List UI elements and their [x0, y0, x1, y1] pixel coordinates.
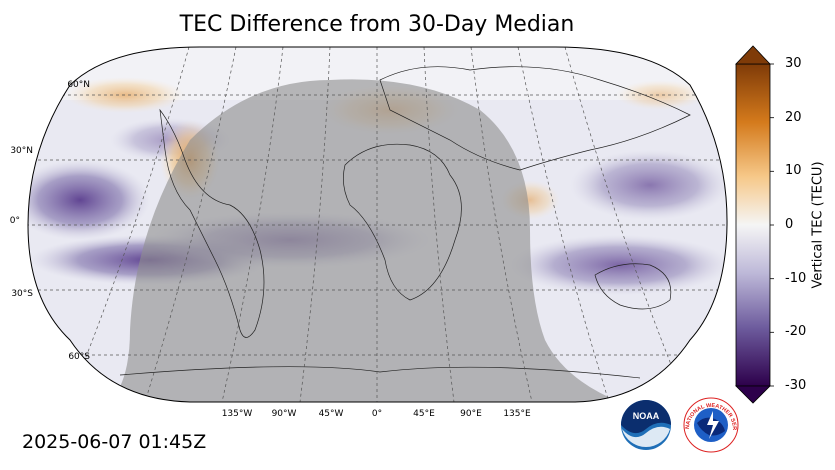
- colorbar: [735, 45, 774, 404]
- negative-anomaly-pacific: [28, 160, 150, 240]
- colorbar-tick-neg20: -20: [785, 324, 807, 339]
- map-boundary: [27, 46, 728, 403]
- lon-label-0: 0°: [371, 409, 383, 419]
- lat-label-30s: 30°S: [11, 289, 33, 299]
- lat-label-60n: 60°N: [67, 80, 90, 90]
- timestamp: 2025-06-07 01:45Z: [22, 431, 207, 453]
- noaa-logo-icon: NOAA: [621, 400, 671, 450]
- lon-label-135e: 135°E: [503, 409, 531, 419]
- lon-label-90w: 90°W: [271, 409, 297, 419]
- colorbar-tick-30: 30: [785, 56, 802, 71]
- lon-label-45w: 45°W: [318, 409, 344, 419]
- lon-label-135w: 135°W: [221, 409, 253, 419]
- colorbar-tick-10: 10: [785, 163, 802, 178]
- colorbar-label: Vertical TEC (TECU): [810, 161, 826, 289]
- colorbar-tick-neg30: -30: [785, 378, 807, 393]
- lon-label-45e: 45°E: [413, 409, 435, 419]
- colorbar-tick-0: 0: [785, 217, 794, 232]
- colorbar-max-extend: [735, 45, 771, 65]
- colorbar-tick-neg10: -10: [785, 271, 807, 286]
- colorbar-min-extend: [735, 385, 771, 404]
- coastlines: [119, 66, 691, 379]
- nws-logo-icon: NATIONAL WEATHER SERVICE: [683, 397, 739, 453]
- negative-anomaly-west-pacific: [570, 150, 728, 220]
- lat-label-60s: 60°S: [68, 352, 90, 362]
- lat-label-30n: 30°N: [10, 146, 33, 156]
- lon-label-90e: 90°E: [460, 409, 482, 419]
- map-title: TEC Difference from 30-Day Median: [179, 12, 575, 37]
- lat-label-equator: 0°: [9, 216, 20, 226]
- svg-text:NOAA: NOAA: [633, 411, 660, 421]
- graticule: [28, 47, 728, 402]
- colorbar-tick-20: 20: [785, 110, 802, 125]
